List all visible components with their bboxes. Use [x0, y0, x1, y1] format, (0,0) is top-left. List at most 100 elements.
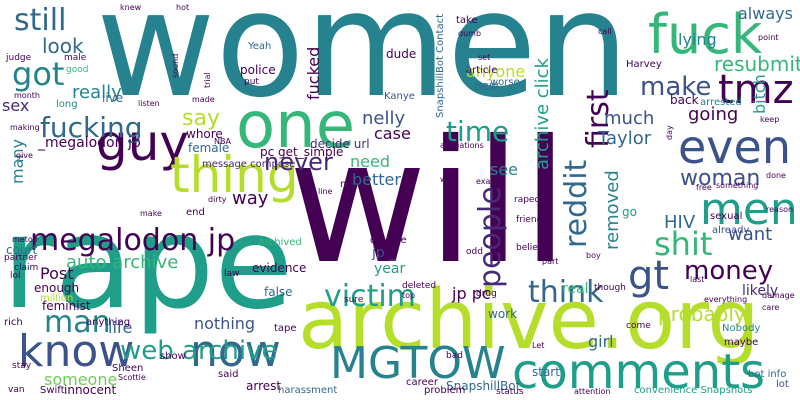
word-kanye: Kanye — [384, 91, 415, 102]
word-still: still — [14, 3, 67, 38]
word-fucking: fucking — [40, 111, 143, 144]
word-live: live — [102, 91, 124, 105]
word-guy: guy — [96, 114, 190, 172]
word-never: never — [264, 148, 333, 176]
word-arrest: arrest — [246, 379, 282, 393]
word-message-compose: message compose — [202, 159, 296, 170]
word-taylor: Taylor — [598, 128, 652, 149]
word-month: month — [14, 91, 40, 100]
word-friend: friend — [516, 215, 543, 225]
word-believe: believe — [516, 243, 549, 253]
word-damage: damage — [762, 291, 795, 300]
word-attention: attention — [574, 387, 611, 396]
word-back: back — [670, 93, 699, 107]
word-enough: enough — [34, 281, 80, 295]
word-nelly: nelly — [362, 108, 406, 129]
word-start: start — [532, 365, 560, 379]
word-archived: Archived — [258, 237, 302, 248]
word-court: court — [6, 243, 38, 257]
word-care: care — [762, 303, 780, 312]
word-status: status — [496, 387, 524, 397]
word-money: money — [684, 256, 774, 286]
word-harassment: harassment — [278, 385, 338, 396]
word-anyone: anyone — [466, 62, 526, 81]
word-post: Post — [40, 264, 74, 283]
word-know: know — [18, 326, 135, 377]
word-really: really — [72, 82, 122, 103]
word-will: will — [288, 104, 569, 302]
word-problem: problem — [424, 385, 466, 396]
word-make: make — [640, 72, 712, 102]
word-divorce: divorce — [370, 235, 407, 246]
word-harvey: Harvey — [626, 59, 662, 70]
word-drug: drug — [476, 289, 497, 299]
word-year: year — [374, 261, 406, 277]
word-partner: partner — [4, 253, 38, 263]
word-boy: boy — [586, 251, 601, 260]
word-dirty: dirty — [208, 195, 227, 204]
word-even: even — [678, 120, 791, 174]
word-man: man — [44, 305, 111, 340]
word-well: well — [440, 175, 456, 184]
word-metoo: metoo — [12, 235, 38, 244]
word-allegations: allegations — [440, 141, 484, 150]
word-something: something — [716, 181, 759, 190]
word-bot-info: bot info — [748, 369, 787, 380]
word-jp-pc: jp pc — [452, 284, 491, 303]
word-law: law — [224, 269, 240, 279]
word-dude: dude — [386, 47, 417, 61]
word-sheen: Sheen — [112, 363, 144, 374]
word-false: false — [264, 285, 293, 299]
word-female: female — [188, 141, 230, 155]
word-van: van — [8, 385, 25, 395]
word-bad: bad — [446, 351, 463, 361]
word-people: people — [473, 186, 508, 288]
word-hot: hot — [176, 3, 190, 12]
word-knew: knew — [120, 3, 142, 12]
word-work: work — [488, 307, 518, 321]
word-go: go — [622, 205, 637, 219]
word-maybe: maybe — [724, 337, 759, 348]
word-way: way — [232, 188, 269, 209]
word-snapshillbot: SnapshillBot — [446, 379, 521, 393]
word-pc-get-simple: pc get_simple — [260, 145, 344, 159]
word-rape: rape — [2, 189, 294, 338]
word-said: said — [218, 369, 239, 380]
word-yeah: Yeah — [248, 41, 272, 52]
word-line: line — [318, 187, 333, 196]
word-time: time — [446, 115, 510, 148]
word-archive-org: archive.org — [298, 273, 760, 368]
word-arrested: arrested — [700, 97, 742, 108]
word-end: end — [186, 207, 205, 218]
word-sex: sex — [2, 96, 30, 115]
word-going: going — [688, 104, 739, 125]
word-sexual: sexual — [710, 211, 743, 222]
word-decide-url: decide url — [310, 137, 370, 151]
word-whore: whore — [186, 127, 223, 141]
word-fuck: fuck — [648, 3, 763, 66]
word-hiv: HIV — [664, 212, 696, 233]
word-got: got — [12, 55, 65, 93]
word-judge: judge — [6, 53, 32, 63]
word-thing: thing — [170, 146, 299, 204]
word-come: come — [626, 321, 651, 331]
word-set: set — [478, 53, 491, 62]
word-resubmit: resubmit — [714, 52, 800, 76]
word-making: making — [10, 123, 40, 132]
word-though: though — [594, 283, 626, 293]
word-convenience-snapshots: convenience Snapshots — [634, 385, 753, 396]
word-let: Let — [532, 341, 545, 350]
word-deleted: deleted — [402, 281, 437, 291]
word-career: career — [406, 377, 438, 388]
word-lol: lol — [10, 271, 21, 281]
word-megalodon-jp-under: _megalodon jp — [38, 135, 141, 151]
word-put: put — [244, 77, 259, 87]
word-raped: raped — [514, 195, 541, 205]
word-men: men — [700, 184, 798, 235]
word-fucked: fucked — [304, 46, 323, 100]
word-take: take — [456, 15, 478, 26]
word-one: one — [236, 89, 356, 163]
word-case: case — [374, 124, 411, 143]
word-now: now — [190, 326, 281, 377]
